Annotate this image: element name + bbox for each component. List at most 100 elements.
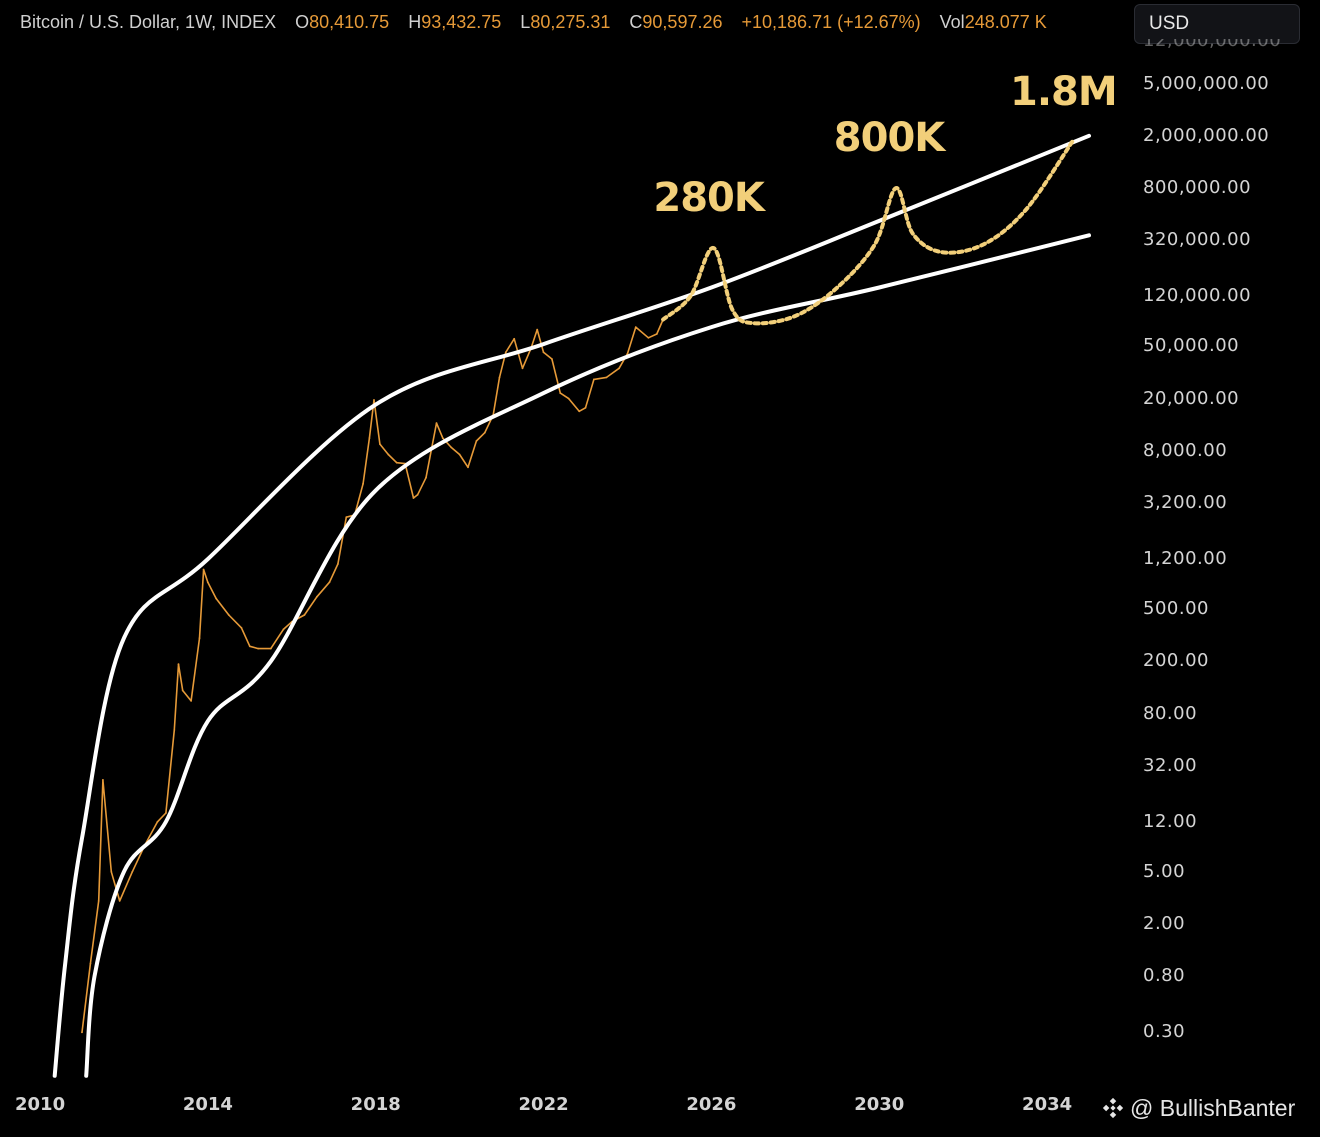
price-point xyxy=(483,431,486,434)
price-point xyxy=(118,900,121,902)
price-point xyxy=(498,376,501,379)
target-annotation: 1.8M xyxy=(1010,68,1118,115)
upper-band-line xyxy=(52,133,1091,1078)
x-tick-label: 2022 xyxy=(518,1094,569,1115)
price-point xyxy=(542,351,545,354)
y-tick-label: 0.30 xyxy=(1143,1021,1186,1043)
y-tick-label: 3,200.00 xyxy=(1143,492,1228,514)
price-point xyxy=(655,333,658,335)
price-point xyxy=(412,497,415,499)
price-point xyxy=(177,663,180,666)
y-tick-label: 500.00 xyxy=(1143,598,1209,620)
price-point xyxy=(435,422,438,424)
price-point xyxy=(131,870,134,873)
ohlc-header: Bitcoin / U.S. Dollar, 1W, INDEX O80,410… xyxy=(20,12,1047,33)
price-point xyxy=(345,516,348,519)
price-point xyxy=(504,351,507,354)
change-value: +10,186.71 (+12.67%) xyxy=(741,12,921,32)
target-annotation: 800K xyxy=(833,115,945,162)
price-point xyxy=(513,337,516,340)
price-point xyxy=(89,962,92,965)
price-point xyxy=(416,493,419,496)
y-tick-label: 32.00 xyxy=(1143,754,1198,776)
y-tick-label: 2,000,000.00 xyxy=(1143,124,1270,146)
price-point xyxy=(215,597,218,600)
price-point xyxy=(173,729,176,731)
price-point xyxy=(373,399,375,401)
price-point xyxy=(328,581,331,584)
target-annotation: 280K xyxy=(653,174,764,221)
price-point xyxy=(626,352,629,355)
price-point xyxy=(368,437,371,439)
price-point xyxy=(441,437,444,439)
price-point xyxy=(450,446,453,449)
btc-price-line xyxy=(81,318,664,1034)
price-point xyxy=(190,700,193,702)
price-point xyxy=(559,392,562,394)
price-point xyxy=(578,410,581,413)
low-label: L xyxy=(520,12,531,32)
price-point xyxy=(165,812,167,814)
price-point xyxy=(536,328,539,331)
y-tick-label: 320,000.00 xyxy=(1143,229,1252,251)
price-point xyxy=(257,647,260,650)
binance-diamond-icon xyxy=(1102,1097,1124,1119)
open-label: O xyxy=(295,12,310,32)
symbol-title: Bitcoin / U.S. Dollar, 1W, INDEX xyxy=(20,12,277,32)
y-tick-label: 800,000.00 xyxy=(1143,177,1252,199)
open-value: 80,410.75 xyxy=(309,12,390,32)
price-point xyxy=(102,779,104,781)
price-point xyxy=(425,476,427,479)
price-point xyxy=(181,689,184,692)
x-tick-label: 2010 xyxy=(15,1094,66,1115)
price-point xyxy=(584,406,587,409)
watermark: @ BullishBanter xyxy=(1102,1095,1295,1122)
price-point xyxy=(303,614,306,616)
watermark-text: @ BullishBanter xyxy=(1130,1095,1296,1121)
price-point xyxy=(551,358,553,360)
price-point xyxy=(605,376,608,379)
price-point xyxy=(467,466,469,469)
price-point xyxy=(387,453,390,456)
price-point xyxy=(110,870,113,873)
price-point xyxy=(395,461,398,464)
price-point xyxy=(156,820,159,823)
currency-button[interactable]: USD xyxy=(1134,4,1300,44)
y-tick-label: 20,000.00 xyxy=(1143,387,1240,409)
price-point xyxy=(81,1031,83,1034)
price-point xyxy=(647,336,650,339)
price-point xyxy=(202,568,205,571)
price-point xyxy=(97,900,100,902)
y-tick-label: 8,000.00 xyxy=(1143,439,1228,461)
y-tick-label: 5,000,000.00 xyxy=(1143,72,1270,94)
x-tick-label: 2026 xyxy=(686,1094,737,1115)
y-tick-label: 120,000.00 xyxy=(1143,285,1252,307)
y-tick-label: 200.00 xyxy=(1143,650,1209,672)
y-tick-label: 50,000.00 xyxy=(1143,335,1240,357)
price-point xyxy=(269,647,272,650)
y-tick-label: 5.00 xyxy=(1143,860,1186,882)
price-point xyxy=(379,443,381,445)
high-label: H xyxy=(408,12,422,32)
y-tick-label: 0.80 xyxy=(1143,965,1186,987)
price-point xyxy=(240,626,243,629)
y-tick-label: 2.00 xyxy=(1143,913,1186,935)
price-point xyxy=(316,595,318,598)
x-tick-label: 2018 xyxy=(350,1094,401,1115)
low-value: 80,275.31 xyxy=(530,12,611,32)
x-tick-label: 2014 xyxy=(182,1094,233,1115)
price-point xyxy=(206,581,209,584)
vol-label: Vol xyxy=(939,12,965,32)
price-point xyxy=(618,367,620,370)
price-point xyxy=(634,326,637,328)
x-tick-label: 2030 xyxy=(854,1094,905,1115)
price-point xyxy=(567,397,570,400)
high-value: 93,432.75 xyxy=(421,12,502,32)
price-point xyxy=(248,645,251,648)
y-tick-label: 1,200.00 xyxy=(1143,548,1228,570)
vol-unit: K xyxy=(1034,12,1047,32)
vol-value: 248.077 xyxy=(964,12,1030,32)
price-point xyxy=(593,378,595,381)
price-point xyxy=(282,628,285,631)
